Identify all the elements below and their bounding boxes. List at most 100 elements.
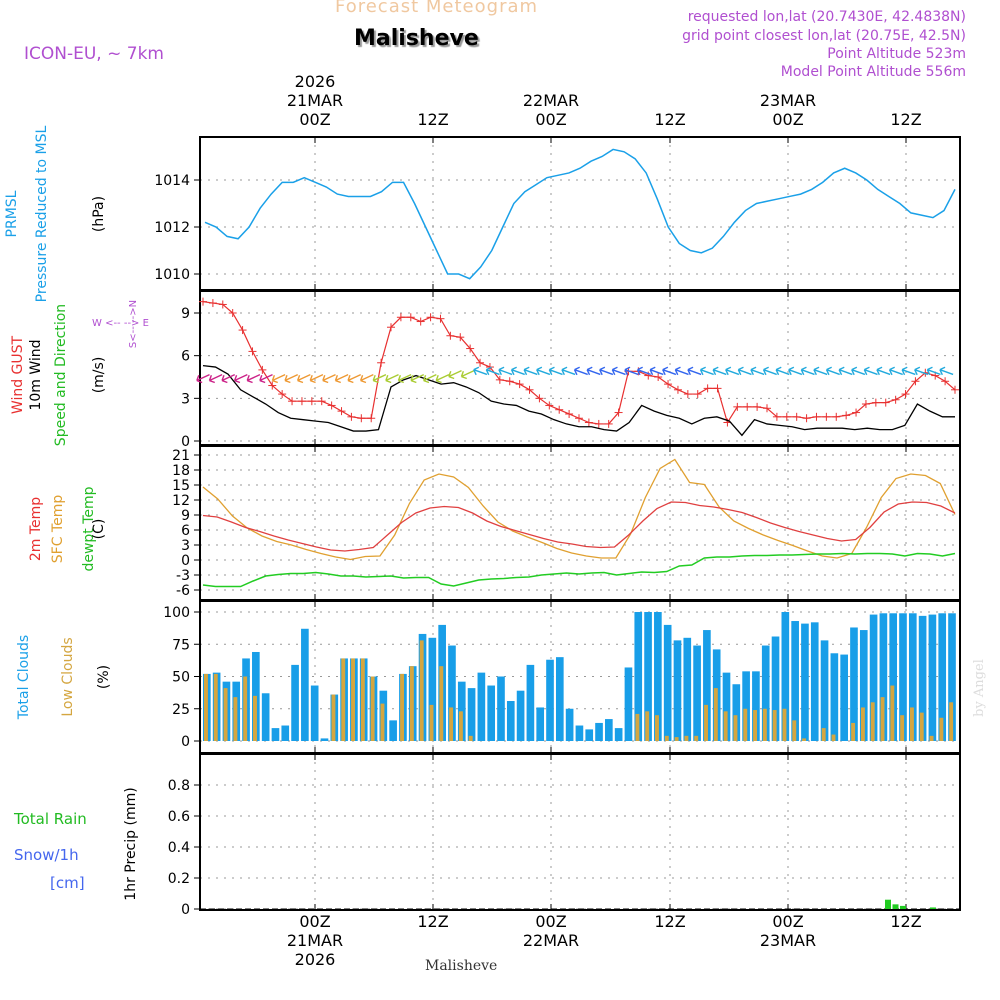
wind-direction-arrow: [359, 373, 374, 384]
wind-direction-arrow: [888, 366, 903, 376]
cloud-total-bar: [261, 693, 270, 741]
wind-direction-arrow: [309, 373, 324, 384]
gust-marker: [288, 397, 297, 406]
gust-marker: [842, 411, 851, 420]
gust-marker: [406, 313, 415, 322]
cloud-total-bar: [722, 672, 731, 741]
wind-direction-arrow: [561, 366, 576, 376]
cloud-total-bar: [703, 630, 711, 741]
rain-bar: [892, 904, 899, 909]
precip-label-a: Total Rain: [14, 810, 87, 828]
cloud-low-bar: [370, 676, 375, 741]
time-label-top: 00Z: [299, 110, 331, 129]
cloud-low-bar: [694, 735, 699, 741]
cloud-low-bar: [341, 658, 346, 741]
time-label-top: 2026: [294, 72, 336, 91]
cloud-total-bar: [938, 613, 947, 741]
precip-frame: [199, 753, 961, 911]
wind-direction-arrow: [939, 366, 954, 376]
y-tick-label: 0.8: [168, 778, 190, 794]
time-label-top: 23MAR: [759, 91, 817, 110]
wind-direction-arrow: [385, 373, 399, 384]
y-tick-label: 6: [181, 523, 190, 539]
wind-direction-arrow: [473, 366, 488, 376]
rain-bar: [900, 905, 906, 909]
wind-direction-arrow: [536, 366, 551, 376]
cloud-total-bar: [683, 637, 692, 741]
cloud-total-bar: [457, 681, 466, 741]
cloud-low-bar: [213, 673, 218, 741]
gust-marker: [367, 414, 376, 423]
cloud-low-bar: [792, 720, 797, 741]
cloud-low-bar: [360, 658, 365, 741]
wind-direction-arrow: [662, 366, 677, 376]
time-label-bottom: 21MAR: [286, 931, 344, 950]
time-label-bottom: 12Z: [890, 912, 922, 931]
gust-marker: [495, 375, 504, 384]
time-label-top: 00Z: [772, 110, 804, 129]
wind-frame: [199, 290, 961, 446]
gust-marker: [575, 414, 583, 423]
cloud-low-bar: [821, 728, 826, 741]
wind-direction-arrow: [422, 373, 437, 384]
y-tick-label: 3: [181, 391, 190, 407]
time-label-bottom: 12Z: [417, 912, 449, 931]
cloud-total-bar: [585, 729, 594, 741]
gust-marker: [673, 385, 682, 394]
wind-direction-arrow: [208, 373, 223, 384]
cloud-total-bar: [614, 728, 623, 741]
wind-direction-arrow: [699, 366, 714, 376]
gust-marker: [604, 419, 613, 428]
wind-direction-arrow: [674, 366, 689, 376]
gust-marker: [466, 344, 475, 353]
gust-marker: [297, 397, 306, 406]
wind-direction-arrow: [649, 366, 664, 376]
gust-marker: [347, 412, 356, 421]
gust-marker: [525, 385, 534, 394]
gust-marker: [387, 323, 395, 332]
cloud-total-bar: [497, 676, 505, 741]
wind-direction-arrow: [800, 366, 815, 376]
gust-marker: [812, 412, 821, 421]
cloud-low-bar: [204, 673, 208, 741]
precip-panel: 0 0.2 0.4 0.6 0.8: [168, 753, 961, 918]
cloud-low-bar: [655, 715, 659, 741]
wind-direction-arrow: [498, 366, 513, 376]
gust-marker: [654, 373, 663, 381]
time-label-bottom: 2026: [294, 950, 336, 969]
gust-marker: [852, 408, 861, 417]
cloud-total-bar: [605, 719, 613, 741]
wind-direction-arrow: [636, 366, 651, 376]
cloud-low-bar: [704, 704, 708, 741]
time-label-bottom: 00Z: [535, 912, 567, 931]
wind-direction-arrow: [712, 366, 727, 376]
cloud-low-bar: [723, 711, 728, 741]
cloud-total-bar: [879, 613, 888, 741]
wind-direction-arrow: [762, 366, 777, 376]
cloud-total-bar: [575, 725, 584, 741]
gust-marker: [763, 404, 771, 413]
gust-marker: [891, 395, 900, 404]
gust-marker: [713, 384, 722, 393]
cloud-total-bar: [654, 612, 662, 741]
time-label-top: 12Z: [654, 110, 686, 129]
cloud-low-bar: [733, 715, 738, 741]
wind-direction-arrow: [221, 373, 236, 384]
model-altitude: Model Point Altitude 556m: [780, 64, 966, 80]
gust-marker: [278, 390, 287, 399]
y-tick-label: 1012: [154, 220, 190, 236]
wind-direction-arrow: [448, 369, 462, 380]
wind-direction-arrow: [510, 366, 525, 376]
gust-marker: [258, 365, 267, 374]
cloud-low-bar: [645, 711, 650, 741]
wind-direction-arrow: [851, 366, 866, 376]
wind-direction-arrow: [296, 373, 311, 384]
cloud-low-bar: [929, 735, 934, 741]
wind-direction-arrow: [775, 366, 790, 376]
y-tick-label: 75: [172, 637, 190, 653]
wind-direction-arrow: [347, 373, 362, 384]
dewpt-line: [202, 552, 956, 588]
gust-marker: [317, 397, 326, 406]
gust-marker: [456, 333, 465, 342]
wind-direction-arrow: [271, 373, 286, 384]
